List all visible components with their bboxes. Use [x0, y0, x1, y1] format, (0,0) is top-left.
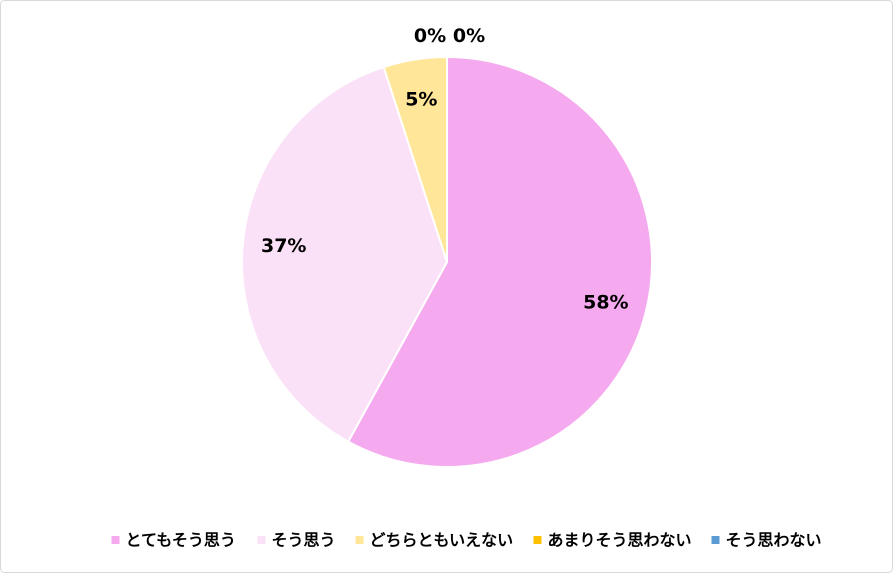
- legend-swatch: [257, 536, 266, 544]
- data-label: 58%: [583, 291, 628, 313]
- legend-label: あまりそう思わない: [548, 531, 692, 550]
- data-label: 37%: [261, 235, 306, 257]
- legend-swatch: [533, 536, 542, 544]
- data-label: 0%: [453, 25, 485, 47]
- legend-swatch: [355, 536, 364, 544]
- legend-swatch: [111, 536, 120, 544]
- legend-swatch: [711, 536, 720, 544]
- pie-slice: [346, 55, 653, 468]
- data-label: 0%: [414, 25, 446, 47]
- pie-slice: [241, 65, 449, 444]
- legend-label: そう思う: [272, 531, 336, 550]
- legend-label: とてもそう思う: [126, 531, 236, 550]
- data-label: 5%: [405, 89, 437, 111]
- legend-label: そう思わない: [726, 531, 822, 550]
- legend-label: どちらともいえない: [370, 531, 514, 550]
